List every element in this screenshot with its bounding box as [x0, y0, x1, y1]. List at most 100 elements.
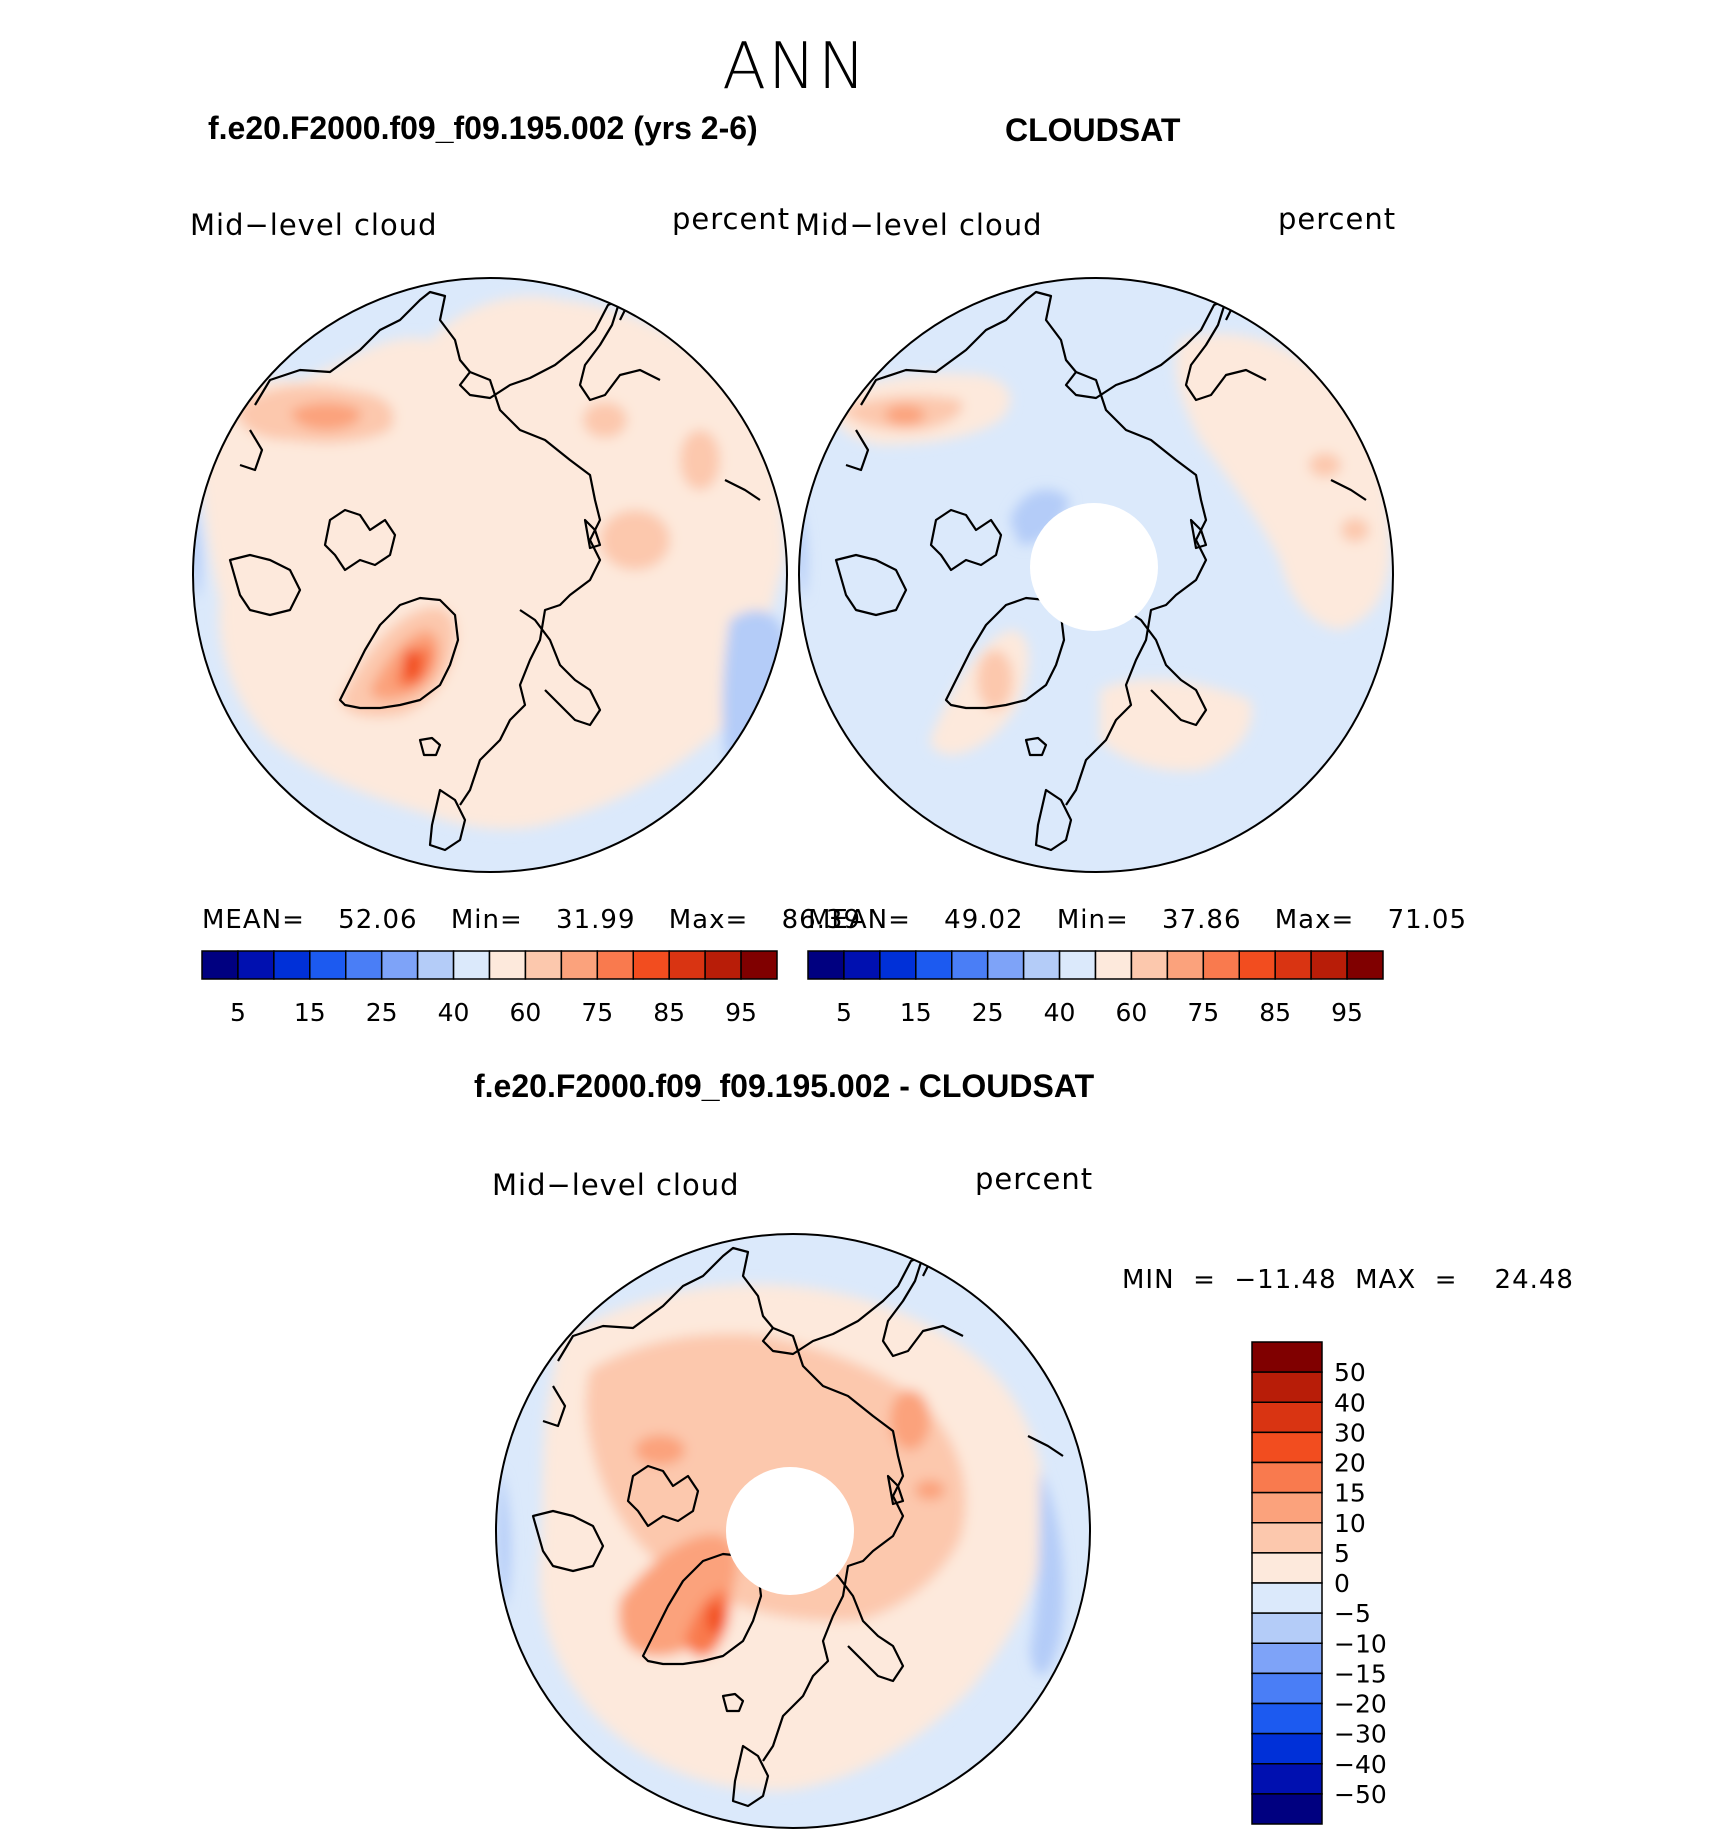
colorbar-box	[1274, 950, 1312, 980]
colorbar-box	[951, 950, 989, 980]
max-label: Max=	[668, 905, 749, 935]
coast-hudson-bay	[834, 553, 908, 617]
contour-dark-orange-siberia	[635, 1435, 685, 1465]
coast-arctic-archipelago	[323, 508, 397, 572]
coast-alaska	[239, 429, 264, 472]
colorbar-box	[1058, 950, 1097, 980]
panel-model-map	[193, 278, 787, 872]
panel-obs-map-border	[798, 277, 1394, 873]
colorbar-tick-label: 25	[972, 998, 1004, 1027]
panel-diff-stats: MIN = −11.48 MAX = 24.48	[1122, 1265, 1574, 1295]
coast-siberia	[557, 1246, 964, 1362]
colorbar-box	[1251, 1371, 1323, 1403]
panel-diff-variable-label: Mid−level cloud	[492, 1168, 740, 1202]
panel-obs-colorbar: 5 15 25 40 60 75 85 95	[807, 950, 1384, 1027]
colorbar-box	[1238, 950, 1276, 980]
colorbar-tick-label: 95	[1331, 998, 1363, 1027]
contour-orange-central	[600, 510, 670, 570]
colorbar-box	[915, 950, 953, 980]
colorbar-tick-label: −50	[1334, 1780, 1387, 1809]
colorbar-box	[1251, 1642, 1323, 1675]
contour-red-greenland	[403, 649, 421, 681]
pole-hole	[726, 1467, 854, 1595]
colorbar-box	[843, 950, 881, 980]
panel-model-stats: MEAN= 52.06 Min= 31.99 Max= 86.39	[202, 905, 861, 935]
coast-alaska	[845, 429, 870, 472]
panel-obs-stats: MEAN= 49.02 Min= 37.86 Max= 71.05	[808, 905, 1467, 935]
coast-scandinavia	[519, 609, 602, 727]
colorbar-box	[1251, 1431, 1323, 1464]
panel-obs-units-label: percent	[1278, 202, 1397, 236]
mean-label: MEAN=	[202, 905, 305, 935]
colorbar-box	[1310, 950, 1348, 980]
colorbar-box	[1251, 1672, 1323, 1705]
contour-orange-far-east	[1341, 518, 1369, 542]
panel-obs-variable-label: Mid−level cloud	[795, 208, 1043, 242]
coast-greenland	[944, 596, 1066, 710]
panel-diff-map-border	[495, 1233, 1091, 1829]
min-value: 37.86	[1162, 905, 1242, 935]
coast-arctic-archipelago	[929, 508, 1003, 572]
colorbar-tick-label: −5	[1334, 1599, 1371, 1628]
contour-light-orange-east	[1176, 333, 1391, 630]
coast-british-isles	[428, 788, 467, 852]
colorbar-box	[237, 950, 275, 980]
colorbar-tick-label: 40	[1334, 1388, 1366, 1417]
coast-iceland	[721, 1692, 745, 1713]
colorbar-box	[1094, 950, 1133, 980]
coast-arctic-archipelago	[626, 1464, 700, 1528]
contour-orange-east	[1309, 453, 1341, 477]
colorbar-box	[524, 950, 563, 980]
contour-light-orange-scandinavia	[1100, 679, 1252, 771]
coast-greenland	[338, 596, 460, 710]
colorbar-box	[452, 950, 491, 980]
colorbar-tick-label: 5	[230, 998, 246, 1027]
colorbar-box	[1251, 1612, 1323, 1644]
coast-novaya-zemlya	[1189, 518, 1208, 550]
colorbar-box	[740, 950, 778, 980]
colorbar-box	[1166, 950, 1205, 980]
coast-british-isles	[1034, 788, 1073, 852]
figure-title: ANN	[722, 30, 868, 104]
contour-dark-orange-siberia	[290, 402, 361, 430]
colorbar-tick-label: 75	[1187, 998, 1219, 1027]
colorbar-box	[1251, 1341, 1323, 1373]
coast-iceland	[418, 736, 442, 757]
colorbar-tick-label: 85	[1259, 998, 1291, 1027]
colorbar-box	[704, 950, 742, 980]
colorbar-box	[488, 950, 527, 980]
coast-hudson-bay	[531, 1509, 605, 1573]
colorbar-box	[1251, 1732, 1323, 1765]
contour-orange-east	[583, 402, 627, 438]
colorbar-tick-label: 15	[900, 998, 932, 1027]
colorbar-box	[596, 950, 634, 980]
mean-label: MEAN=	[808, 905, 911, 935]
contour-mid-blue-atlantic	[497, 1470, 511, 1610]
contour-dark-orange-east	[890, 1390, 930, 1450]
colorbar-tick-label: 60	[1116, 998, 1148, 1027]
panel-diff-units-label: percent	[975, 1162, 1094, 1196]
max-value: 86.39	[781, 905, 861, 935]
colorbar-box	[1251, 1582, 1323, 1614]
contour-mid-blue-pacific	[722, 610, 787, 770]
contour-mid-blue-pacific	[1030, 1470, 1064, 1676]
panel-obs-title: CLOUDSAT	[1005, 112, 1181, 148]
mean-value: 49.02	[944, 905, 1024, 935]
colorbar-tick-label: 60	[510, 998, 542, 1027]
colorbar-box	[1130, 950, 1169, 980]
coastlines	[228, 278, 761, 852]
colorbar-box	[1251, 1522, 1323, 1554]
coast-iceland	[1024, 736, 1048, 757]
colorbar-box	[807, 950, 845, 980]
contour-red-greenland	[707, 1602, 723, 1634]
colorbar-tick-label: −30	[1334, 1720, 1387, 1749]
min-value: 31.99	[556, 905, 636, 935]
contour-orange-far-east	[680, 430, 720, 490]
panel-model-map-border	[192, 277, 788, 873]
contour-mid-blue-pole	[1010, 489, 1070, 545]
colorbar-tick-label: 5	[836, 998, 852, 1027]
colorbar-box	[201, 950, 239, 980]
contour-dark-orange-siberia	[885, 405, 925, 425]
colorbar-box	[1022, 950, 1061, 980]
